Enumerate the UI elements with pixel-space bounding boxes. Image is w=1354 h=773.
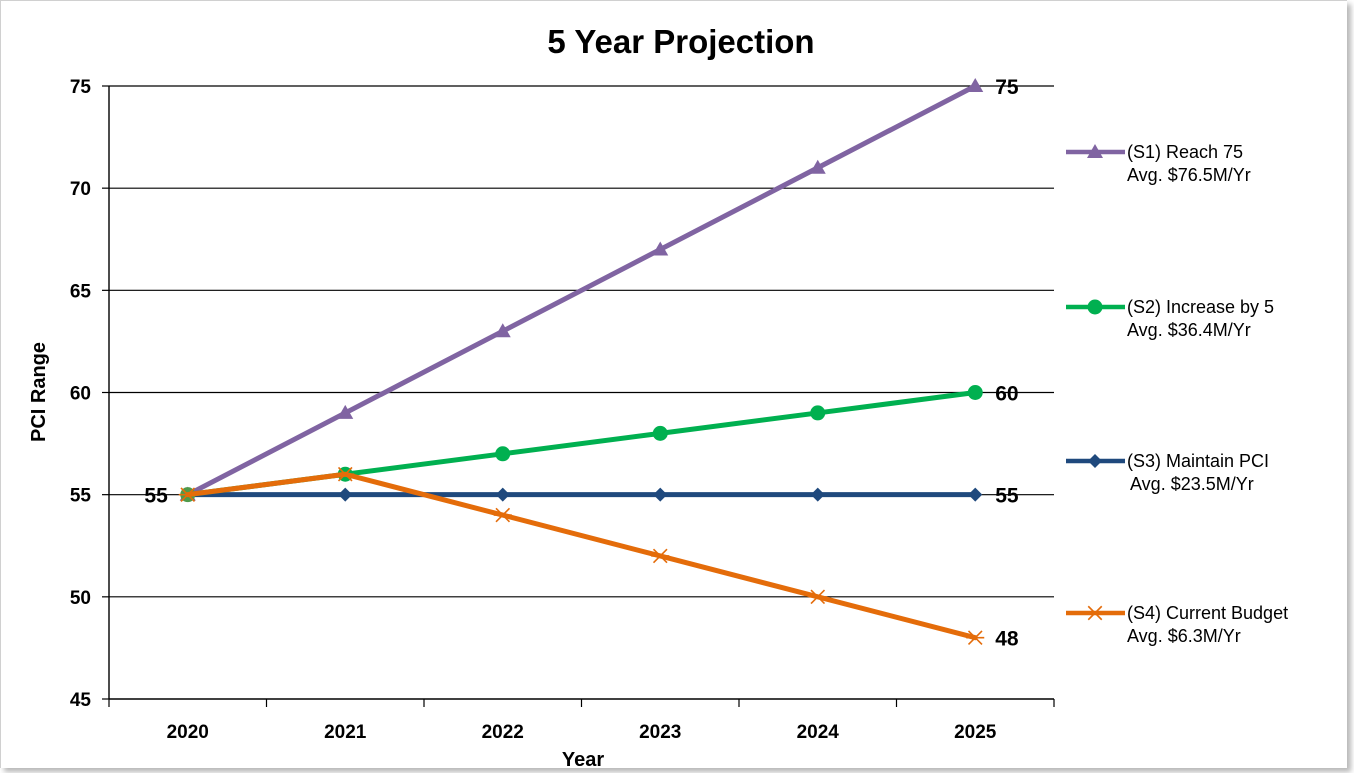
data-label: 55 (144, 485, 168, 508)
x-tick-label: 2021 (324, 722, 367, 743)
legend-series-name: (S4) Current Budget (1127, 603, 1288, 623)
data-point (967, 78, 984, 92)
data-point (495, 446, 511, 462)
x-tick-label: 2024 (797, 722, 840, 743)
series-layer (178, 78, 985, 646)
legend-series-subtitle: Avg. $23.5M/Yr (1130, 474, 1254, 494)
legend-marker (1088, 454, 1102, 468)
data-point (810, 405, 826, 421)
y-tick-label: 50 (70, 588, 91, 609)
data-point (336, 466, 355, 482)
data-point (651, 548, 670, 564)
data-point (808, 589, 827, 605)
data-point (493, 507, 512, 523)
y-tick-label: 70 (70, 179, 91, 200)
legend: (S1) Reach 75 Avg. $76.5M/Yr (S2) Increase… (1066, 142, 1288, 646)
data-point (809, 159, 826, 174)
y-axis-title: PCI Range (28, 342, 50, 442)
x-tick-label: 2023 (639, 722, 681, 743)
data-point (178, 487, 197, 502)
data-point (968, 487, 983, 502)
legend-series-name: (S3) Maintain PCI (1127, 451, 1269, 471)
legend-marker (1087, 144, 1103, 158)
y-tick-label: 45 (70, 690, 92, 711)
gridlines (109, 85, 1054, 598)
y-axis-ticks: 45 50 55 60 65 70 75 (70, 77, 109, 711)
legend-marker (1086, 605, 1104, 621)
legend-series-name: (S1) Reach 75 (1127, 142, 1243, 162)
data-point (652, 425, 668, 441)
series-line (185, 83, 978, 498)
legend-item-3: (S3) Maintain PCI Avg. $23.5M/Yr (1066, 451, 1269, 494)
data-labels: 55 75 60 55 48 (144, 76, 1019, 651)
data-label: 75 (995, 76, 1019, 99)
data-point (810, 487, 825, 502)
legend-item-2: (S2) Increase by 5 Avg. $36.4M/Yr (1066, 297, 1274, 340)
legend-item-4: (S4) Current Budget Avg. $6.3M/Yr (1066, 603, 1288, 646)
y-tick-label: 75 (70, 77, 92, 98)
legend-series-subtitle: Avg. $36.4M/Yr (1127, 320, 1251, 340)
y-tick-label: 65 (70, 281, 92, 302)
series-2 (180, 385, 983, 503)
data-point (653, 487, 668, 502)
data-point (337, 404, 354, 419)
data-point (652, 241, 669, 256)
y-tick-label: 55 (70, 486, 92, 507)
series-1 (179, 78, 984, 501)
legend-item-1: (S1) Reach 75 Avg. $76.5M/Yr (1066, 142, 1251, 185)
legend-series-subtitle: Avg. $76.5M/Yr (1127, 165, 1251, 185)
x-tick-label: 2025 (954, 722, 997, 743)
x-axis-title: Year (562, 749, 604, 768)
data-label: 55 (995, 485, 1019, 508)
legend-series-name: (S2) Increase by 5 (1127, 297, 1274, 317)
data-label: 48 (995, 628, 1019, 651)
data-point (967, 385, 983, 400)
legend-series-subtitle: Avg. $6.3M/Yr (1127, 626, 1241, 646)
y-tick-label: 60 (70, 384, 91, 405)
x-tick-label: 2020 (167, 722, 209, 743)
data-point (495, 487, 510, 502)
data-point (494, 323, 511, 338)
legend-marker (1087, 299, 1103, 315)
data-point (966, 630, 985, 646)
x-axis-ticks: 2020 2021 2022 2023 2024 2025 (108, 699, 1055, 743)
x-tick-label: 2022 (482, 722, 524, 743)
data-label: 60 (995, 383, 1018, 406)
chart-title: 5 Year Projection (547, 23, 814, 60)
series-4 (178, 466, 985, 646)
series-3 (180, 487, 983, 502)
data-point (338, 487, 353, 502)
series-line (185, 471, 978, 641)
